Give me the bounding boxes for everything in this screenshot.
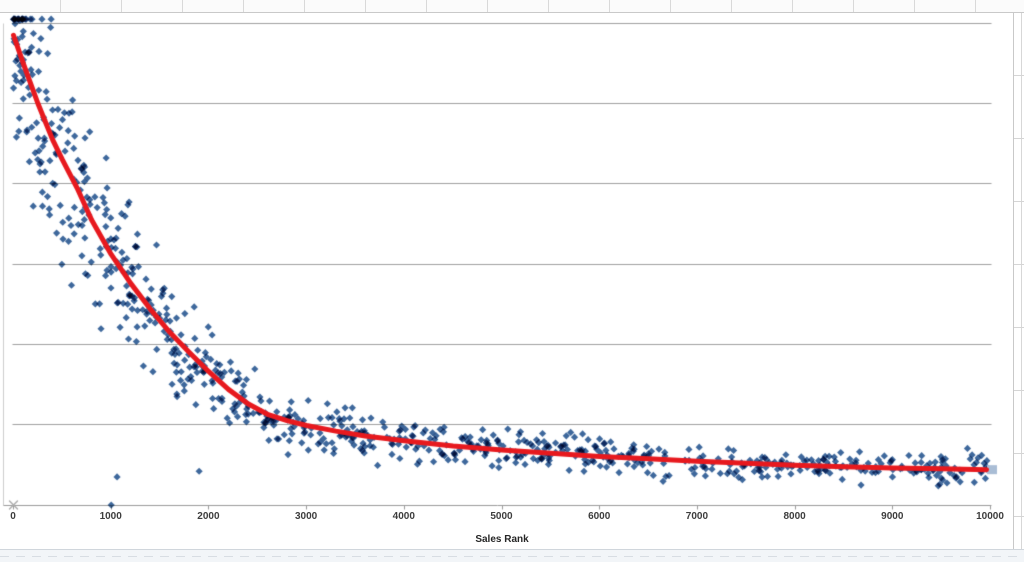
x-tick-label: 4000 — [392, 511, 415, 522]
spreadsheet-cells-bottom[interactable] — [0, 549, 1024, 562]
x-tick-label: 8000 — [783, 511, 806, 522]
x-axis-tick-labels: 0 1000 2000 3000 4000 5000 6000 7000 8000 9000 100… — [0, 511, 1013, 525]
x-tick-label: 7000 — [685, 511, 709, 522]
x-tick-label: 9000 — [881, 511, 904, 522]
spreadsheet-cells-right[interactable] — [1014, 13, 1024, 549]
chart-plot-canvas[interactable] — [0, 13, 1013, 549]
x-tick-label: 0 — [10, 511, 16, 522]
x-tick-label: 2000 — [197, 511, 220, 522]
spreadsheet-cells-top[interactable] — [0, 0, 1024, 13]
sales-rank-scatter-chart[interactable]: 0 1000 2000 3000 4000 5000 6000 7000 8000 9000 100… — [0, 13, 1014, 549]
x-tick-label: 5000 — [490, 511, 513, 522]
x-tick-label: 6000 — [588, 511, 611, 522]
x-tick-label: 3000 — [294, 511, 318, 522]
x-axis-title: Sales Rank — [475, 534, 529, 545]
x-tick-label: 1000 — [99, 511, 122, 522]
x-tick-label: 10000 — [976, 511, 1004, 522]
